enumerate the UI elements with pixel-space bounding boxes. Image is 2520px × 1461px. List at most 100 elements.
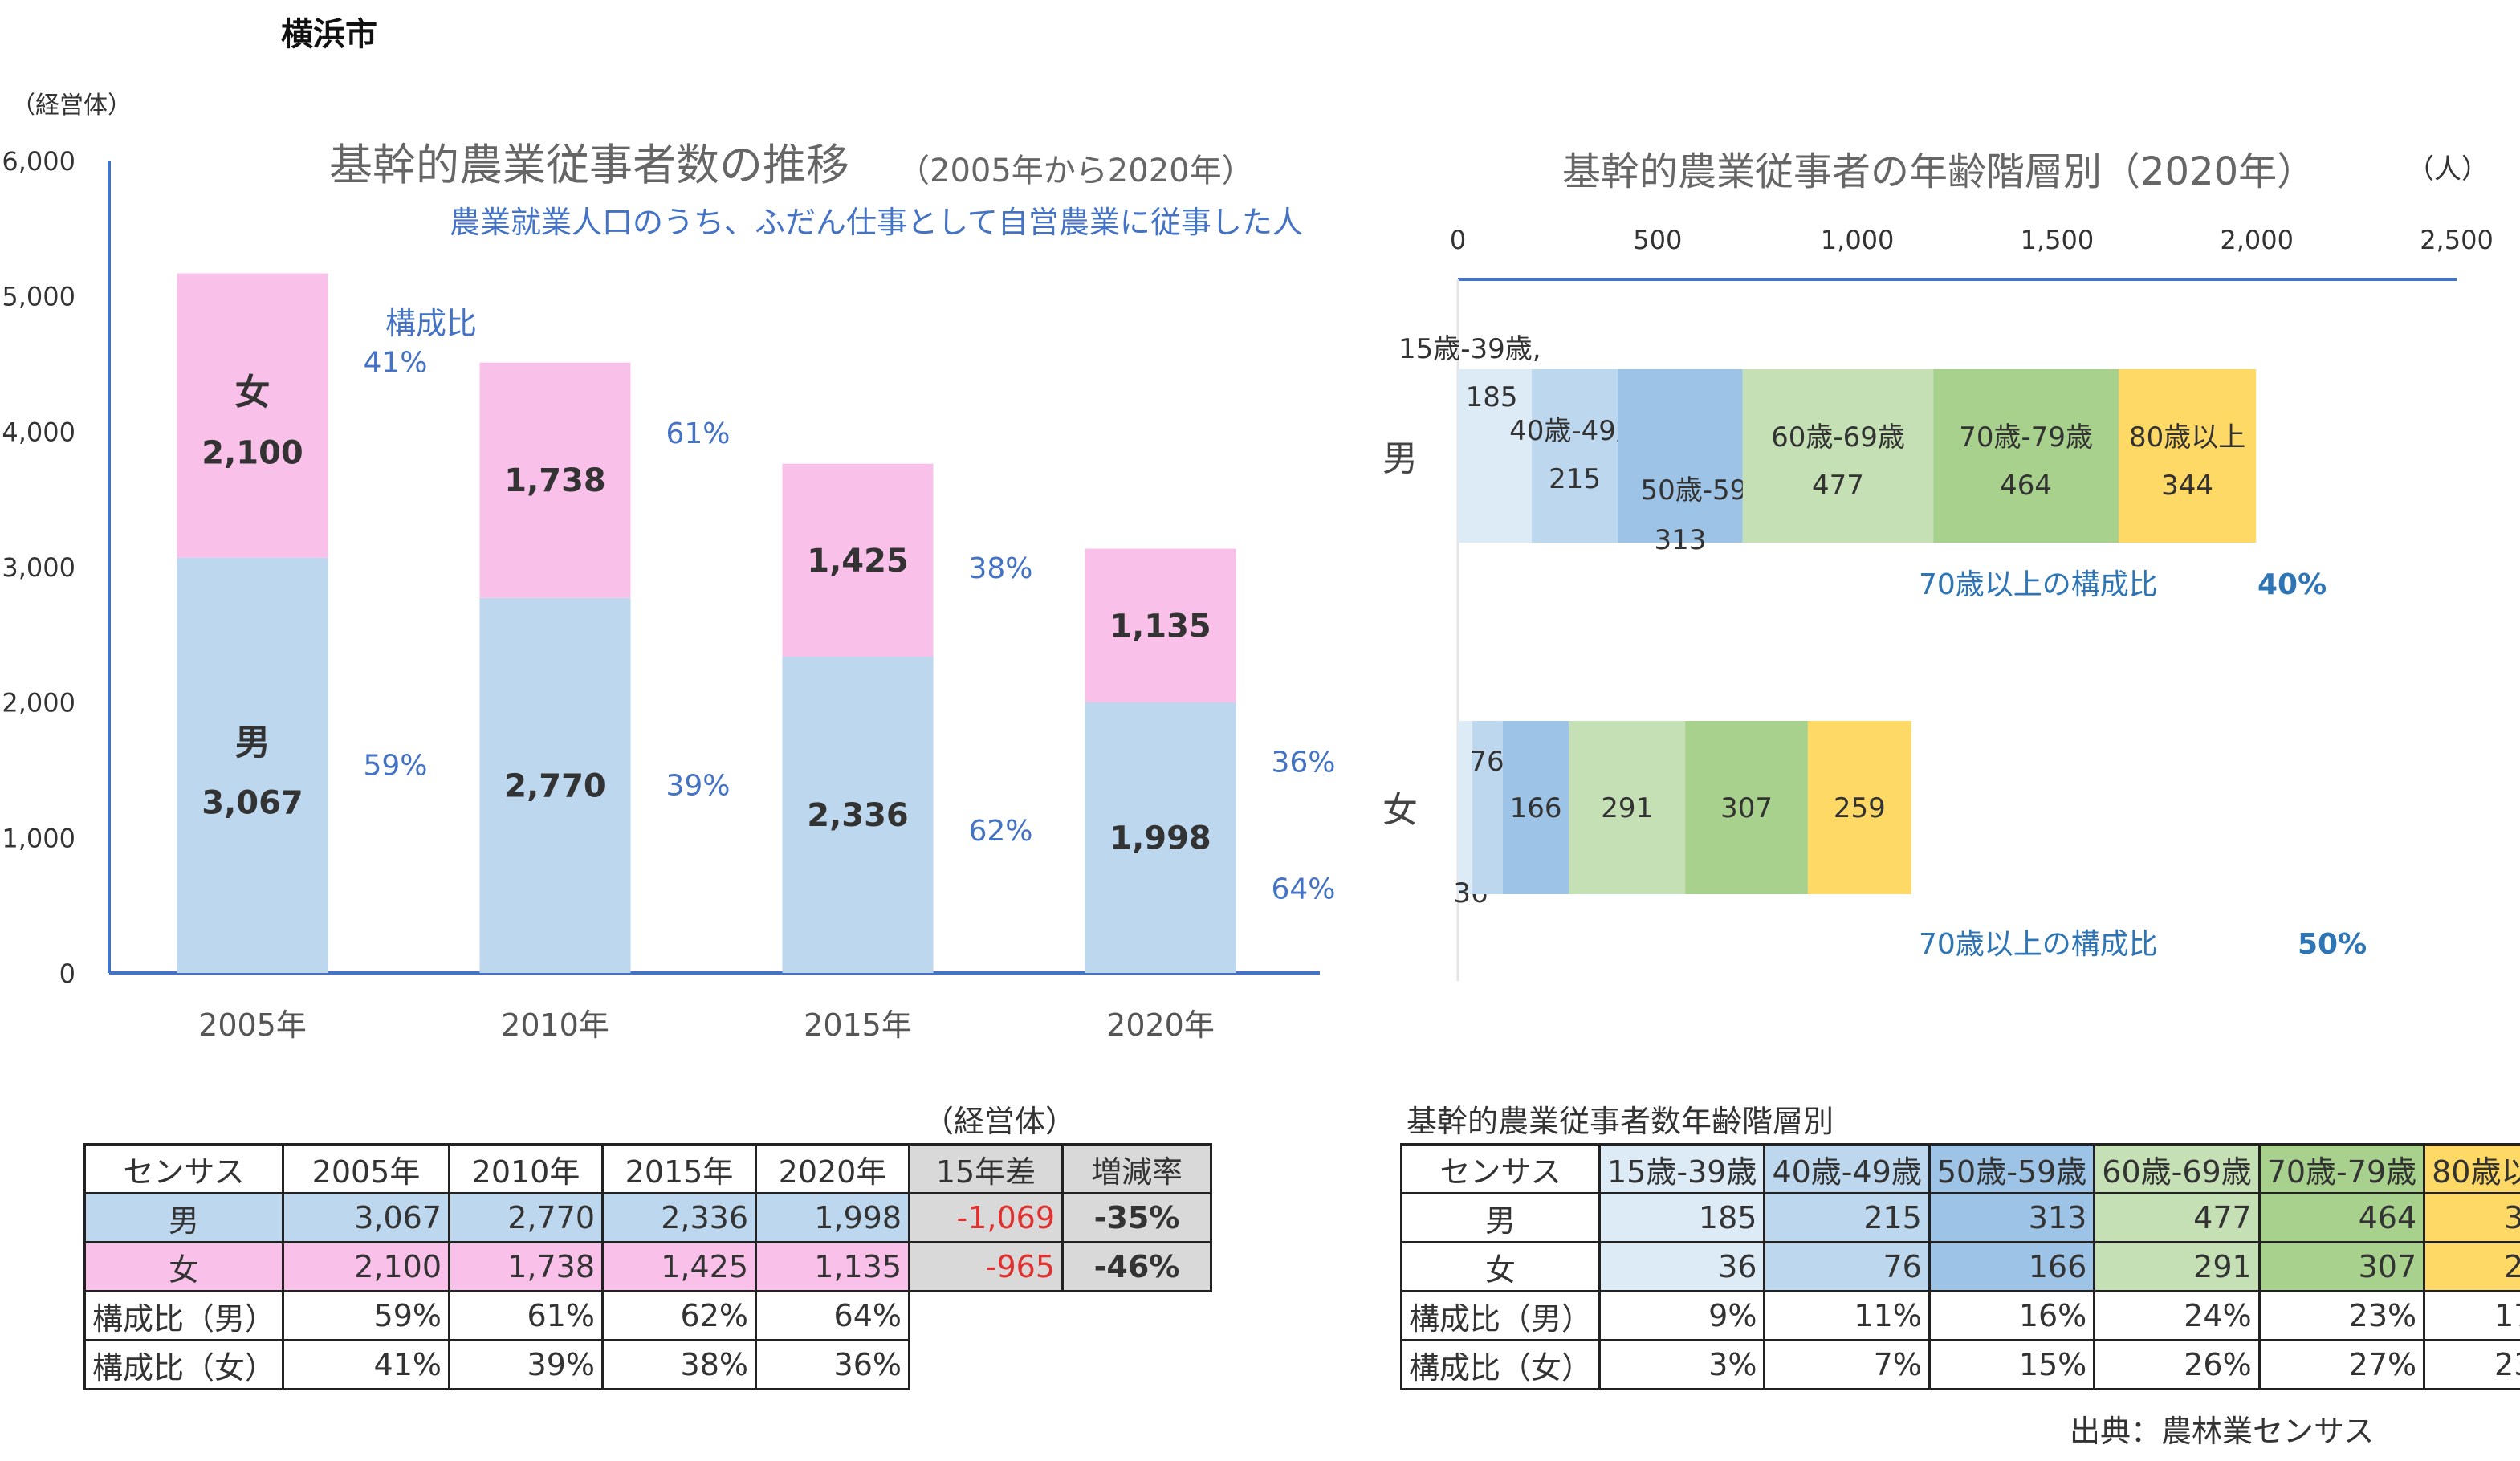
age-segment	[1807, 721, 1911, 894]
y-tick-label: 4,000	[2, 417, 75, 447]
ratio-male: 62%	[969, 815, 1033, 848]
table-header-cell: 15年差	[908, 1143, 1065, 1194]
table-row: 男 3,067 2,770 2,336 1,998 -1,069 -35%	[83, 1192, 1213, 1243]
bar-label-male: 2,336	[807, 797, 909, 834]
segment-value: 166	[1510, 792, 1562, 824]
segment-name: 15歳-39歳,	[1398, 333, 1541, 365]
table-header-cell: 2010年	[448, 1143, 605, 1194]
table-cell: 62%	[601, 1290, 758, 1341]
bar-label-male: 3,067	[202, 784, 303, 821]
table-cell: 構成比（女）	[83, 1339, 285, 1390]
row-label: 女	[1382, 790, 1418, 831]
table-header-cell: 80歳以上	[2423, 1143, 2520, 1194]
table-row: センサス 2005年 2010年 2015年 2020年 15年差 増減率	[83, 1143, 1213, 1194]
x-tick-label: 2020年	[1106, 1007, 1215, 1043]
table-cell: 2,770	[448, 1192, 605, 1243]
chart-subtitle: 農業就業人口のうち、ふだん仕事として自営農業に従事した人	[450, 205, 1303, 240]
x-tick-label: 500	[1633, 225, 1682, 255]
age-segment	[2119, 369, 2257, 543]
table-cell: -35%	[1061, 1192, 1213, 1243]
table-header-cell: センサス	[1399, 1143, 1602, 1194]
age-segment	[1472, 721, 1503, 894]
bar-label-female: 1,425	[807, 543, 909, 580]
city-label: 横浜市	[281, 16, 377, 53]
ratio-female: 38%	[969, 552, 1033, 585]
table-cell: 477	[2093, 1192, 2261, 1243]
empty-cell	[1063, 1292, 1211, 1341]
bar-label-male: 1,998	[1109, 820, 1211, 857]
segment-name: 60歳-69歳	[1771, 421, 1905, 454]
bar-label-female: 1,135	[1109, 608, 1211, 645]
bar-label-female: 2,100	[202, 435, 303, 472]
table-cell: 344	[2423, 1192, 2520, 1243]
segment-value: 259	[1834, 792, 1886, 824]
ratio-female: 36%	[1272, 746, 1336, 779]
age-segment	[1685, 721, 1808, 894]
ratio-70plus-label: 70歳以上の構成比	[1919, 568, 2158, 601]
table-cell: 307	[2257, 1241, 2426, 1292]
table-cell: 41%	[282, 1339, 451, 1390]
x-tick-label: 2005年	[198, 1007, 307, 1043]
bar-label-female: 1,738	[504, 462, 606, 499]
y-tick-label: 2,000	[2, 688, 75, 718]
table-header-cell: 2020年	[755, 1143, 911, 1194]
bar-female	[782, 463, 934, 657]
table-cell: 15%	[1928, 1339, 2096, 1390]
table-cell: 313	[1928, 1192, 2096, 1243]
empty-cell	[910, 1292, 1063, 1341]
table-cell: 構成比（女）	[1399, 1339, 1602, 1390]
table-header-cell: 40歳-49歳	[1763, 1143, 1931, 1194]
table-cell: -46%	[1061, 1241, 1213, 1292]
left-chart-unit: （経営体）	[11, 92, 132, 120]
bar-male	[479, 597, 631, 973]
segment-value: 464	[2000, 470, 2052, 502]
table-row: 構成比（男） 59% 61% 62% 64%	[83, 1290, 1211, 1341]
table-cell: -965	[908, 1241, 1065, 1292]
table-row: 女 2,100 1,738 1,425 1,135 -965 -46%	[83, 1241, 1213, 1292]
y-tick-label: 5,000	[2, 282, 75, 312]
table-cell: 39%	[448, 1339, 605, 1390]
bar-female	[479, 362, 631, 598]
table-cell: 1,425	[601, 1241, 758, 1292]
x-tick-label: 2015年	[804, 1007, 912, 1043]
table-cell: -1,069	[908, 1192, 1065, 1243]
table-cell: 215	[1763, 1192, 1931, 1243]
table-cell: 64%	[755, 1290, 911, 1341]
chart-title: 基幹的農業従事者の年齢階層別（2020年）	[1562, 149, 2315, 194]
ratio-70plus-label: 70歳以上の構成比	[1919, 928, 2158, 961]
table-cell: 3%	[1598, 1339, 1766, 1390]
y-tick-label: 1,000	[2, 823, 75, 853]
bar-male	[177, 557, 328, 973]
ratio-male: 59%	[364, 749, 428, 782]
ratio-70plus-value: 50%	[2298, 928, 2367, 961]
table-cell: 構成比（男）	[1399, 1290, 1602, 1341]
series-name-male: 男	[235, 722, 271, 763]
table-cell: 464	[2257, 1192, 2426, 1243]
x-tick-label: 0	[1450, 225, 1466, 255]
table-header-cell: センサス	[83, 1143, 285, 1194]
segment-value: 344	[2161, 470, 2213, 502]
table-row: 構成比（男） 9% 11% 16% 24% 23% 17%	[1399, 1290, 2520, 1341]
bar-male	[782, 656, 934, 973]
age-segment	[1569, 721, 1686, 894]
table-cell: 7%	[1763, 1339, 1931, 1390]
age-segment	[1458, 721, 1472, 894]
segment-name: 80歳以上	[2129, 421, 2245, 454]
chart-unit: （人）	[2407, 153, 2489, 185]
ratio-label: 構成比	[385, 306, 477, 341]
x-tick-label: 1,500	[2021, 225, 2095, 255]
chart-title: 基幹的農業従事者数の推移	[329, 140, 849, 190]
table-cell: 17%	[2423, 1290, 2520, 1341]
y-tick-label: 3,000	[2, 552, 75, 583]
age-segment	[1502, 721, 1569, 894]
table-cell: 構成比（男）	[83, 1290, 285, 1341]
segment-value: 307	[1720, 792, 1773, 824]
table-header-cell: 増減率	[1061, 1143, 1213, 1194]
bar-male	[1085, 702, 1236, 973]
table-cell: 166	[1928, 1241, 2096, 1292]
chart-title-paren: （2005年から2020年）	[898, 153, 1254, 189]
age-table-title: 基幹的農業従事者数年齢階層別	[1407, 1104, 1834, 1139]
census-table: センサス 2005年 2010年 2015年 2020年 15年差 増減率 男 …	[83, 1143, 1213, 1390]
table-header-cell: 15歳-39歳	[1598, 1143, 1766, 1194]
age-segment	[1532, 369, 1618, 543]
